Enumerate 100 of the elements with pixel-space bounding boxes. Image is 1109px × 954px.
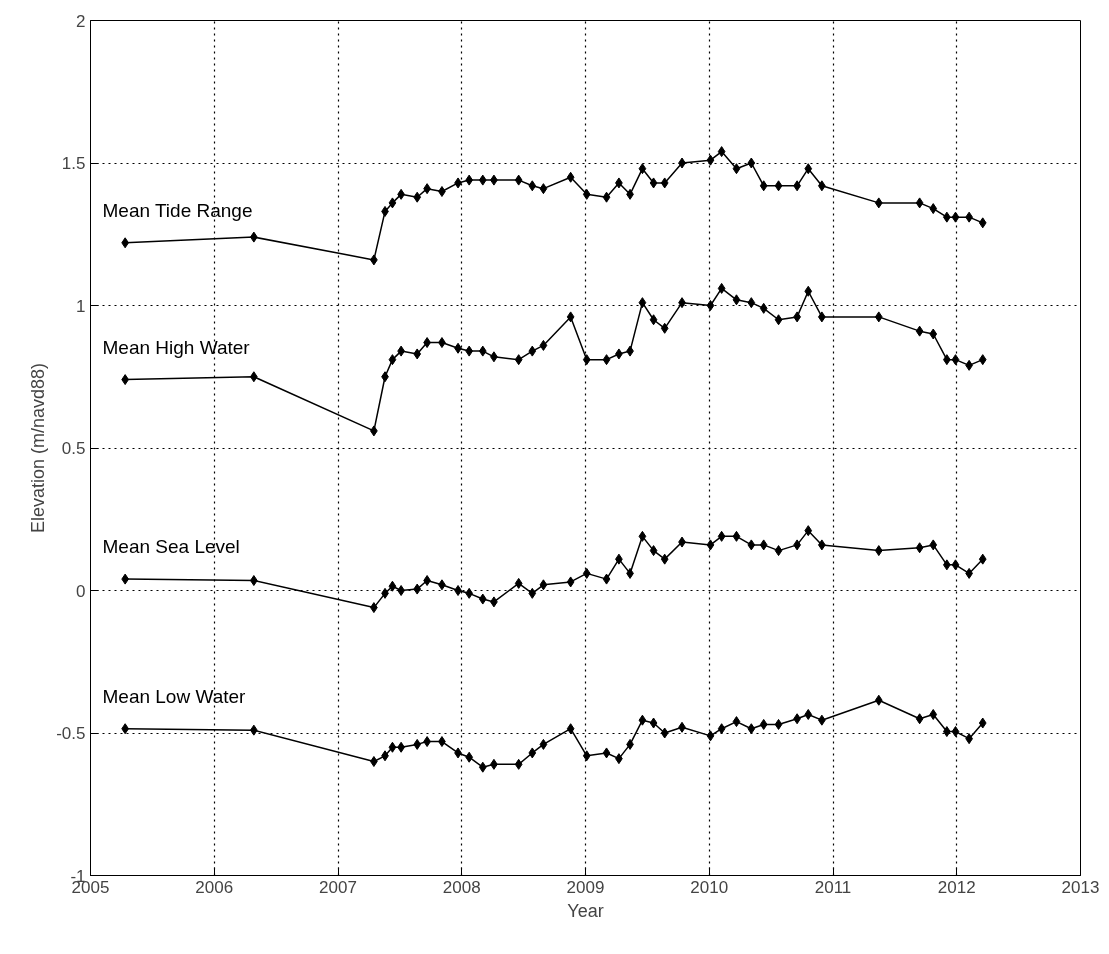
point (747, 157, 756, 169)
point (582, 750, 591, 762)
point (660, 553, 669, 565)
point (732, 163, 741, 175)
point (951, 354, 960, 366)
point (874, 545, 883, 557)
point (582, 567, 591, 579)
point (602, 354, 611, 366)
point (717, 530, 726, 542)
point (649, 314, 658, 326)
point (539, 339, 548, 351)
point (874, 197, 883, 209)
point (706, 300, 715, 311)
point (478, 174, 487, 186)
point (478, 345, 487, 357)
point (465, 345, 474, 357)
point (774, 314, 783, 326)
point (759, 539, 768, 551)
point (539, 183, 548, 195)
point (774, 545, 783, 557)
point (528, 180, 537, 192)
point (929, 328, 938, 340)
point (660, 177, 669, 189)
point (717, 146, 726, 158)
x-axis-title: Year (567, 900, 604, 921)
point (660, 322, 669, 334)
series-label: Mean Sea Level (102, 536, 240, 558)
point (465, 587, 474, 599)
point (706, 154, 715, 166)
series-label: Mean High Water (102, 336, 251, 358)
point (638, 714, 647, 726)
point (747, 723, 756, 735)
point (759, 302, 768, 314)
point (566, 576, 575, 588)
point (951, 559, 960, 571)
point (638, 163, 647, 175)
point (915, 197, 924, 209)
point (929, 539, 938, 551)
point (804, 708, 813, 720)
point (465, 174, 474, 186)
point (747, 539, 756, 551)
point (951, 726, 960, 738)
point (717, 282, 726, 294)
point (759, 180, 768, 192)
point (978, 553, 987, 565)
point (388, 354, 397, 366)
x-tick-label: 2009 (566, 877, 605, 897)
point (978, 717, 987, 729)
point (602, 747, 611, 759)
point (454, 585, 462, 596)
point (514, 577, 523, 589)
y-tick-label: 1 (76, 296, 86, 316)
point (388, 741, 397, 753)
point (514, 174, 523, 186)
point (566, 723, 575, 735)
point (566, 311, 575, 323)
point (717, 723, 726, 735)
point (804, 285, 813, 297)
point (649, 177, 658, 189)
point (915, 325, 924, 337)
point (478, 761, 487, 773)
series-label: Mean Tide Range (102, 199, 253, 221)
point (759, 718, 768, 730)
x-tick-label: 2013 (1061, 877, 1100, 897)
x-tick-label: 2006 (195, 877, 234, 897)
point (804, 525, 813, 537)
point (528, 587, 537, 599)
point (915, 542, 924, 554)
point (539, 738, 548, 750)
point (370, 756, 378, 767)
point (539, 579, 548, 591)
y-tick-label: -0.5 (56, 724, 86, 743)
point (465, 751, 474, 763)
point (514, 758, 523, 770)
point (874, 694, 883, 706)
point (929, 708, 938, 720)
point (602, 191, 611, 203)
series-label: Mean Low Water (102, 685, 247, 707)
point (804, 163, 813, 175)
point (978, 354, 987, 366)
point (978, 217, 987, 229)
point (566, 171, 575, 183)
point (774, 180, 783, 192)
point (582, 188, 591, 200)
point (388, 197, 397, 209)
point (660, 727, 669, 739)
y-tick-label: 2 (76, 11, 86, 31)
point (706, 539, 715, 551)
point (397, 585, 405, 596)
point (514, 354, 523, 366)
point (413, 738, 422, 750)
y-tick-label: 1.5 (61, 154, 86, 173)
point (582, 354, 591, 366)
point (413, 583, 422, 595)
y-tick-label: 0 (76, 581, 86, 601)
point (388, 580, 397, 592)
point (413, 191, 422, 203)
point (638, 530, 647, 542)
point (929, 203, 938, 215)
point (602, 573, 611, 585)
